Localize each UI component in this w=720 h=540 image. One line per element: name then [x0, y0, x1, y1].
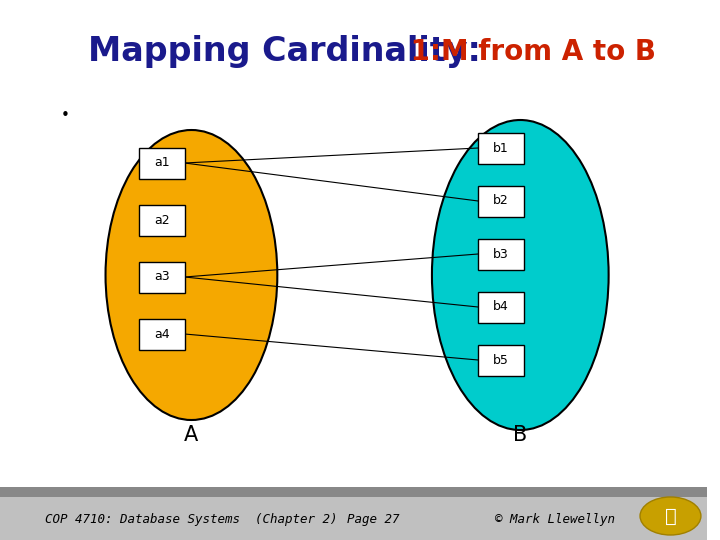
Text: a3: a3: [154, 271, 170, 284]
Text: a2: a2: [154, 213, 170, 226]
Bar: [0, 497, 707, 540]
Text: Page 27: Page 27: [347, 512, 400, 525]
Ellipse shape: [106, 130, 277, 420]
Text: •: •: [61, 107, 70, 123]
FancyBboxPatch shape: [139, 261, 185, 293]
FancyBboxPatch shape: [477, 132, 523, 164]
Text: COP 4710: Database Systems  (Chapter 2): COP 4710: Database Systems (Chapter 2): [45, 512, 338, 525]
FancyBboxPatch shape: [477, 292, 523, 322]
Text: b2: b2: [492, 194, 508, 207]
Text: b3: b3: [492, 247, 508, 260]
Text: B: B: [513, 425, 528, 445]
Text: a1: a1: [154, 157, 170, 170]
Text: b4: b4: [492, 300, 508, 314]
FancyBboxPatch shape: [477, 186, 523, 217]
Text: b5: b5: [492, 354, 508, 367]
Text: 1:M from A to B: 1:M from A to B: [400, 38, 655, 66]
Ellipse shape: [432, 120, 608, 430]
Text: A: A: [184, 425, 199, 445]
FancyBboxPatch shape: [477, 345, 523, 375]
Ellipse shape: [640, 497, 701, 535]
Text: b1: b1: [492, 141, 508, 154]
FancyBboxPatch shape: [139, 205, 185, 235]
Bar: [0, 487, 707, 497]
Text: © Mark Llewellyn: © Mark Llewellyn: [495, 512, 615, 525]
Text: Mapping Cardinality:: Mapping Cardinality:: [89, 36, 481, 69]
FancyBboxPatch shape: [139, 147, 185, 179]
Text: a4: a4: [154, 327, 170, 341]
Text: 🦢: 🦢: [665, 507, 676, 525]
FancyBboxPatch shape: [477, 239, 523, 269]
FancyBboxPatch shape: [139, 319, 185, 349]
